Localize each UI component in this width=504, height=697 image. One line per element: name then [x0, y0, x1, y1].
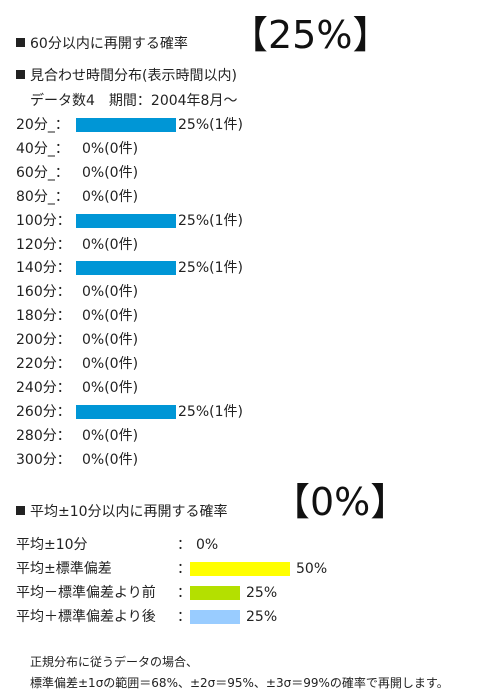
distribution-row-value: 25%(1件) — [178, 403, 243, 420]
reopen-avg-heading: 平均±10分以内に再開する確率 — [16, 501, 228, 521]
stats-row-colon: ： — [177, 537, 191, 553]
reopen-60min-value: 【25%】 — [230, 13, 391, 57]
distribution-row: 60分_： 0%(0件) — [16, 162, 138, 184]
distribution-row: 200分： 0%(0件) — [16, 329, 138, 351]
distribution-row-label: 200分： — [16, 332, 71, 349]
distribution-row: 300分： 0%(0件) — [16, 449, 138, 471]
distribution-row: 160分： 0%(0件) — [16, 281, 138, 303]
distribution-bar — [76, 404, 176, 419]
distribution-row-value: 0%(0件) — [82, 188, 139, 205]
bullet-square-icon — [16, 38, 25, 47]
distribution-row-label: 260分： — [16, 403, 71, 420]
stats-row: 平均±標準偏差 ： 50% — [16, 558, 486, 580]
distribution-row-value: 0%(0件) — [82, 284, 139, 301]
distribution-row-value: 0%(0件) — [82, 236, 139, 253]
distribution-row-label: 100分： — [16, 212, 71, 229]
distribution-row: 240分： 0%(0件) — [16, 377, 138, 399]
reopen-60min-heading: 60分以内に再開する確率 — [16, 33, 188, 53]
distribution-row-value: 0%(0件) — [82, 356, 139, 372]
distribution-row-label: 300分： — [16, 451, 71, 468]
note-line-2: 標準偏差±1σの範囲＝68%、±2σ＝95%、±3σ＝99%の確率で再開します。 — [30, 676, 449, 690]
distribution-row-value: 0%(0件) — [82, 140, 139, 157]
distribution-row-label: 40分_： — [16, 140, 69, 157]
stats-row-label: 平均±標準偏差 — [16, 561, 112, 577]
distribution-row: 120分： 0%(0件) — [16, 234, 138, 256]
distribution-row-label: 20分_： — [16, 117, 69, 133]
reopen-avg-title: 平均±10分以内に再開する確率 — [30, 504, 228, 520]
distribution-row: 100分： 25%(1件) — [16, 210, 243, 232]
distribution-row-label: 120分： — [16, 236, 71, 253]
distribution-subtitle: データ数4 期間：2004年8月～ — [30, 93, 238, 109]
distribution-row-value: 0%(0件) — [82, 427, 139, 444]
reopen-avg-value: 【0%】 — [272, 480, 409, 524]
distribution-row-label: 160分： — [16, 284, 71, 301]
distribution-row-value: 0%(0件) — [82, 308, 139, 325]
distribution-row-value: 25%(1件) — [178, 212, 243, 229]
distribution-row: 80分_： 0%(0件) — [16, 186, 138, 208]
distribution-row-value: 25%(1件) — [178, 117, 243, 133]
stats-row-label: 平均±10分 — [16, 537, 88, 553]
distribution-row-label: 180分： — [16, 308, 71, 325]
stats-row: 平均－標準偏差より前 ： 25% — [16, 582, 486, 604]
distribution-row-value: 0%(0件) — [82, 164, 139, 181]
stats-row-colon: ： — [177, 561, 191, 577]
stats-row-value: 25% — [246, 585, 278, 601]
stats-row: 平均＋標準偏差より後 ： 25% — [16, 606, 486, 628]
note-line-1: 正規分布に従うデータの場合、 — [30, 655, 199, 669]
stats-row-label: 平均＋標準偏差より後 — [16, 609, 156, 625]
distribution-row: 220分： 0%(0件) — [16, 353, 138, 375]
stats-row: 平均±10分 ： 0% — [16, 534, 486, 556]
distribution-bar — [76, 118, 176, 132]
stats-row-colon: ： — [177, 585, 191, 601]
distribution-heading: 見合わせ時間分布(表示時間以内) — [16, 65, 237, 85]
reopen-60min-title: 60分以内に再開する確率 — [30, 36, 188, 52]
stats-row-value: 50% — [296, 561, 328, 577]
distribution-row-label: 140分： — [16, 260, 71, 277]
distribution-row-label: 240分： — [16, 379, 71, 396]
bullet-square-icon — [16, 70, 25, 79]
distribution-row: 20分_： 25%(1件) — [16, 114, 243, 136]
distribution-row: 260分： 25%(1件) — [16, 401, 243, 423]
distribution-row-value: 0%(0件) — [82, 379, 139, 396]
distribution-row: 140分： 25%(1件) — [16, 257, 243, 279]
distribution-row-value: 0%(0件) — [82, 332, 139, 349]
bullet-square-icon — [16, 506, 25, 515]
distribution-row-label: 220分： — [16, 356, 71, 372]
distribution-row: 40分_： 0%(0件) — [16, 138, 138, 160]
distribution-row-label: 280分： — [16, 427, 71, 444]
distribution-row-label: 60分_： — [16, 164, 69, 181]
stats-row-label: 平均－標準偏差より前 — [16, 585, 156, 601]
distribution-row-value: 25%(1件) — [178, 260, 243, 277]
distribution-row: 280分： 0%(0件) — [16, 425, 138, 447]
stats-bar — [190, 586, 240, 600]
stats-bar — [190, 562, 290, 576]
stats-row-value: 0% — [196, 537, 219, 553]
distribution-bar — [76, 213, 176, 228]
distribution-row: 180分： 0%(0件) — [16, 305, 138, 327]
distribution-row-value: 0%(0件) — [82, 451, 139, 468]
stats-bar — [190, 610, 240, 624]
stats-row-colon: ： — [177, 609, 191, 625]
distribution-row-label: 80分_： — [16, 188, 69, 205]
stats-row-value: 25% — [246, 609, 278, 625]
distribution-bar — [76, 261, 176, 276]
distribution-title: 見合わせ時間分布(表示時間以内) — [30, 68, 237, 84]
